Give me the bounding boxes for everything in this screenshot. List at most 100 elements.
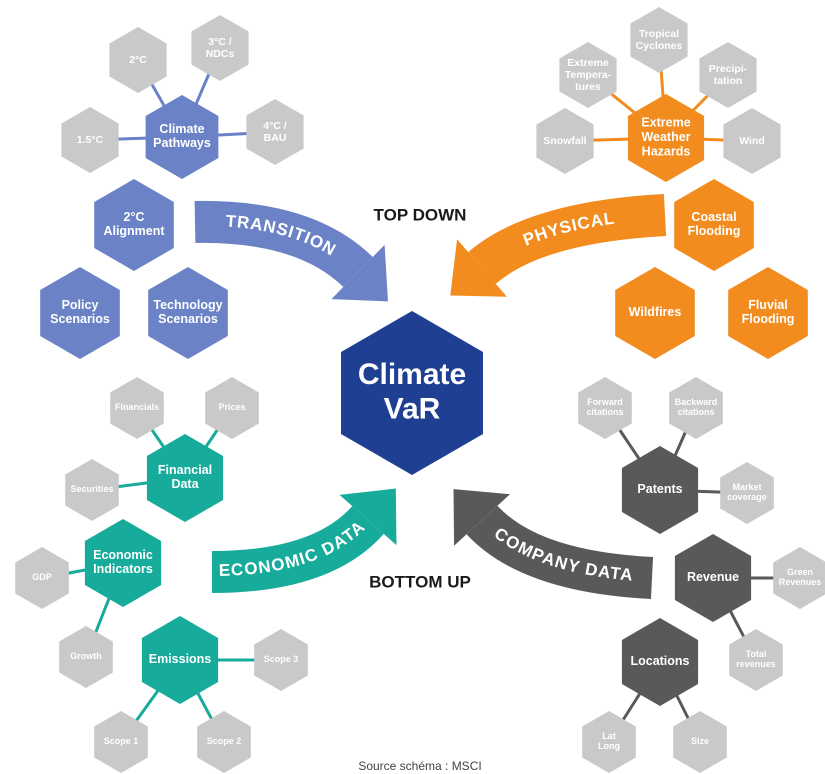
node-label-line: Indicators bbox=[93, 562, 153, 576]
hexagon bbox=[729, 629, 783, 691]
node-label: Backward citations bbox=[675, 397, 718, 417]
hexagon bbox=[627, 94, 705, 182]
hexagon bbox=[65, 459, 119, 521]
hexagon bbox=[59, 626, 113, 688]
node-label-line: Alignment bbox=[103, 224, 165, 238]
node-label-line: revenues bbox=[736, 660, 776, 670]
node-label-line: Precipi- bbox=[709, 63, 748, 75]
node-label: Scope 3 bbox=[264, 654, 299, 664]
hexagon bbox=[197, 711, 251, 773]
node-label-line: 4°C / bbox=[263, 120, 287, 132]
node-label: 3°C / NDCs bbox=[206, 36, 235, 60]
hexagon bbox=[40, 267, 120, 359]
arrow-body bbox=[194, 200, 373, 288]
hexagon bbox=[615, 267, 695, 359]
hexagon bbox=[84, 519, 162, 607]
node-label-line: Technology bbox=[153, 298, 222, 312]
node-label: Technology Scenarios bbox=[153, 298, 222, 326]
node-label-line: Lat bbox=[602, 731, 616, 741]
node-label: Emissions bbox=[149, 652, 212, 666]
node-label-line: Market bbox=[732, 482, 761, 492]
node-label: Extreme Tempera-tures bbox=[565, 57, 612, 93]
node-label: Prices bbox=[218, 402, 245, 412]
node-label: Forward citations bbox=[586, 397, 623, 417]
node-label-line: Total bbox=[746, 649, 767, 659]
node-label-line: Extreme bbox=[641, 116, 690, 130]
hexagon bbox=[674, 534, 752, 622]
hexagon bbox=[145, 95, 219, 179]
node-label-line: Economic bbox=[93, 548, 153, 562]
node-label-line: citations bbox=[677, 408, 714, 418]
node-label-line: Snowfall bbox=[543, 135, 586, 147]
node-label-line: tation bbox=[714, 75, 743, 87]
arrow-head bbox=[450, 239, 507, 297]
node-label-line: Wind bbox=[739, 135, 765, 147]
hexagon bbox=[578, 377, 632, 439]
hexagon bbox=[205, 377, 259, 439]
hexagon bbox=[699, 42, 757, 108]
node-label-line: Scenarios bbox=[50, 312, 110, 326]
hexagon bbox=[94, 179, 174, 271]
node-label: Size bbox=[691, 736, 709, 746]
top-label: TOP DOWN bbox=[374, 205, 467, 224]
arrow-body bbox=[211, 505, 384, 593]
node-label: Fluvial Flooding bbox=[742, 298, 795, 326]
node-label-line: Climate bbox=[358, 358, 466, 391]
node-label: 1.5°C bbox=[77, 134, 104, 146]
node-label-line: Policy bbox=[62, 298, 99, 312]
hexagon bbox=[728, 267, 808, 359]
hexagon bbox=[674, 179, 754, 271]
node-label-line: 2°C bbox=[129, 54, 147, 66]
hexagon bbox=[141, 616, 219, 704]
node-label-line: 3°C / bbox=[208, 36, 232, 48]
arrow-head bbox=[453, 489, 510, 546]
node-label-line: 1.5°C bbox=[77, 134, 104, 146]
node-label: 2°C Alignment bbox=[103, 210, 165, 238]
node-label-line: Coastal bbox=[691, 210, 736, 224]
caption: Source schéma : MSCI bbox=[358, 759, 481, 773]
node-label-line: Scope 3 bbox=[264, 654, 299, 664]
node-label-line: Long bbox=[598, 742, 620, 752]
node-label: Snowfall bbox=[543, 135, 586, 147]
node-label-line: Hazards bbox=[642, 145, 691, 159]
hexagon bbox=[723, 108, 781, 174]
node-label: Scope 2 bbox=[207, 736, 242, 746]
node-label-line: Backward bbox=[675, 397, 718, 407]
node-label-line: Data bbox=[171, 477, 199, 491]
node-label-line: Size bbox=[691, 736, 709, 746]
node-label: Market coverage bbox=[727, 482, 767, 502]
hexagon bbox=[191, 15, 249, 81]
node-label-line: Tempera- bbox=[565, 69, 612, 81]
node-label-line: Prices bbox=[218, 402, 245, 412]
hexagon bbox=[109, 27, 167, 93]
node-label-line: tures bbox=[575, 81, 601, 93]
node-label-line: Financial bbox=[158, 463, 212, 477]
node-label-line: Flooding bbox=[688, 224, 741, 238]
node-label-line: 2°C bbox=[124, 210, 145, 224]
node-label-line: coverage bbox=[727, 493, 767, 503]
arrow-head bbox=[331, 244, 388, 302]
node-label: Climate Pathways bbox=[153, 122, 211, 150]
node-label-line: Flooding bbox=[742, 312, 795, 326]
hexagon bbox=[246, 99, 304, 165]
hexagon bbox=[582, 711, 636, 773]
node-label-line: Securities bbox=[70, 484, 113, 494]
node-label: Wind bbox=[739, 135, 765, 147]
node-label: Policy Scenarios bbox=[50, 298, 110, 326]
node-label-line: Wildfires bbox=[629, 305, 682, 319]
node-label: Wildfires bbox=[629, 305, 682, 319]
hexagon bbox=[148, 267, 228, 359]
node-label: Tropical Cyclones bbox=[636, 28, 683, 52]
arrow-body bbox=[466, 505, 654, 599]
node-label-line: VaR bbox=[384, 392, 441, 425]
node-label: GDP bbox=[32, 572, 52, 582]
node-label-line: Growth bbox=[70, 651, 102, 661]
arrow-body bbox=[468, 194, 667, 285]
node-label: Growth bbox=[70, 651, 102, 661]
node-label-line: citations bbox=[586, 408, 623, 418]
hexagon bbox=[254, 629, 308, 691]
hexagon bbox=[536, 108, 594, 174]
node-label-line: Patents bbox=[637, 482, 682, 496]
hexagon bbox=[61, 107, 119, 173]
